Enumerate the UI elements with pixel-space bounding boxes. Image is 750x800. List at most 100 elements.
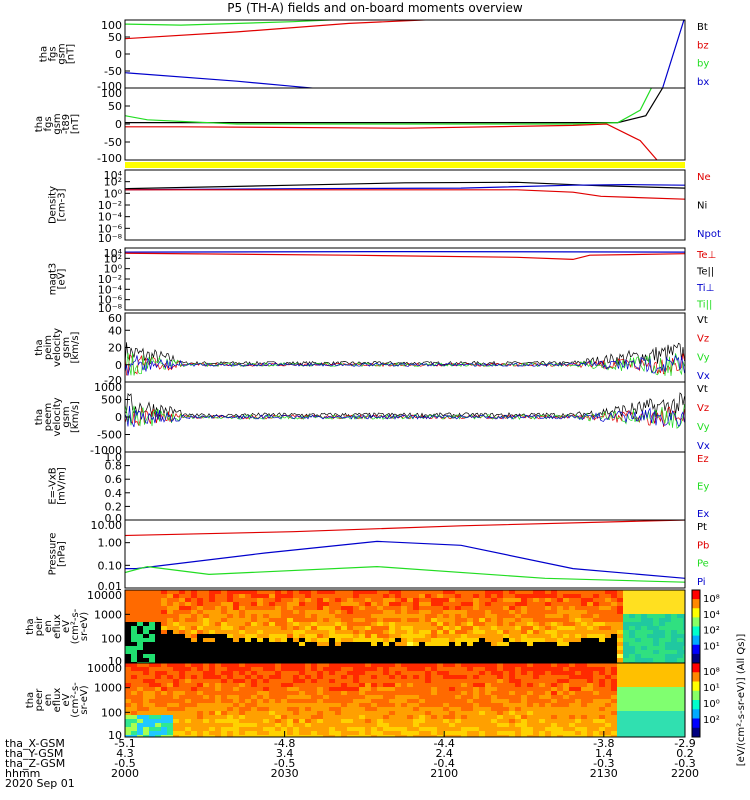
panel-density-series-Ni xyxy=(125,181,685,190)
x-row-2-value: -0.5 xyxy=(114,757,135,770)
x-row-label-2: tha_Z-GSM xyxy=(5,757,65,770)
panel-peem-legend-Vx: Vx xyxy=(697,441,710,452)
panel-fgs_dip-ylabel: [nT] xyxy=(70,114,81,134)
panel-peer-ytick: 100 xyxy=(101,706,122,719)
panel-temp-ytick: 10⁻⁶ xyxy=(98,294,123,307)
panel-peir-plot xyxy=(125,590,685,663)
panel-peer-ylabel: (cm²-s- xyxy=(70,682,81,718)
panel-peir-ylabel: sr-eV) xyxy=(79,612,90,641)
panel-pressure-legend-Pb: Pb xyxy=(697,540,709,551)
x-row-2-value: -0.4 xyxy=(433,757,454,770)
panel-temp-plot xyxy=(125,250,685,261)
panel-density-legend-Npot: Npot xyxy=(697,229,721,240)
panel-fgs-series-bz xyxy=(125,20,437,40)
colorbar-peer-band xyxy=(692,663,700,673)
x-row-0-value: -5.1 xyxy=(114,737,135,750)
panel-fgs-ytick: -100 xyxy=(97,80,122,93)
panel-temp-legend-Te||: Te|| xyxy=(696,266,714,277)
panel-temp-ytick: 10⁴ xyxy=(104,247,123,260)
panel-efield-legend-Ey: Ey xyxy=(697,482,709,493)
panel-temp-ytick: 10⁻² xyxy=(98,273,122,286)
panel-peir-ylabel: eV xyxy=(61,620,72,633)
panel-peer-plot xyxy=(125,663,685,737)
panel-fgs_dip-ylabel: fgs xyxy=(43,116,54,131)
panel-peer-frame xyxy=(124,662,686,738)
panel-efield-legend-Ez: Ez xyxy=(697,454,709,465)
panel-peir-ylabel: (cm²-s- xyxy=(70,608,81,644)
panel-peim-ytick: 40 xyxy=(108,324,122,337)
panel-pressure-series-Pb xyxy=(125,520,685,537)
panel-fgs_dip-ytick: -100 xyxy=(97,152,122,165)
panel-density-ytick: 10⁰ xyxy=(104,187,123,200)
panel-peir-ytick: 10 xyxy=(108,655,122,668)
panel-density-legend-Ne: Ne xyxy=(697,172,711,183)
panel-density-ylabel: [cm-3] xyxy=(57,188,68,221)
panel-fgs-ylabel: fgs xyxy=(48,46,59,61)
colorbar-peer-band xyxy=(692,690,700,701)
panel-temp-legend-Ti||: Ti|| xyxy=(696,299,712,310)
panel-peem-series-green xyxy=(125,403,685,429)
x-row-label-1: tha_Y-GSM xyxy=(5,747,63,760)
panel-peer-ytick: 1000 xyxy=(94,682,122,695)
panel-density-frame xyxy=(124,169,686,241)
panel-efield-ytick: 0.0 xyxy=(105,512,123,525)
x-row-1-value: 0.2 xyxy=(676,747,694,760)
panel-peim-legend-Vz: Vz xyxy=(697,334,709,345)
x-row-0-value: -3.8 xyxy=(593,737,614,750)
panel-fgs_dip-plot xyxy=(125,88,664,160)
panel-density-ytick: 10² xyxy=(104,176,122,189)
panel-fgs-legend-Bt: Bt xyxy=(697,22,708,33)
panel-pressure-series-Pi xyxy=(125,540,685,579)
panel-peem-ytick: 500 xyxy=(101,394,122,407)
panel-peir-ylabel: en xyxy=(43,620,54,633)
panel-peim-series-blue xyxy=(125,354,685,376)
panel-fgs-ylabel: tha xyxy=(39,46,50,62)
panel-pressure-ylabel: Pressure xyxy=(48,533,59,576)
colorbar-peer-band xyxy=(692,727,700,738)
x-row-1-value: 3.4 xyxy=(276,747,294,760)
panel-fgs-legend-by: by xyxy=(697,59,709,70)
panel-fgs_dip-ytick: 0 xyxy=(115,118,122,131)
panel-temp-ylabel: magt3 xyxy=(48,263,59,296)
x-row-label-0: tha_X-GSM xyxy=(5,737,65,750)
colorbar-peir-tick: 10² xyxy=(703,626,720,637)
panel-fgs_dip-series-bz xyxy=(125,123,658,160)
panel-pressure-legend-Pe: Pe xyxy=(697,559,709,570)
panel-fgs_dip-ylabel: tha xyxy=(34,116,45,132)
colorbar-peir-band xyxy=(692,590,700,600)
colorbar-peer-tick: 10⁰ xyxy=(703,699,720,710)
colorbar-label: [eV/(cm²-s-sr-eV)] (All Qs)] xyxy=(736,634,747,767)
panel-temp-ytick: 10² xyxy=(104,252,122,265)
colorbar-peer-band xyxy=(692,700,700,710)
x-date-label: 2020 Sep 01 xyxy=(5,777,75,790)
panel-fgs_dip-series-by xyxy=(125,88,652,125)
panel-fgs_dip-ytick: 100 xyxy=(101,87,122,100)
x-row-2-value: -0.5 xyxy=(274,757,295,770)
panel-density-ytick: 10⁴ xyxy=(104,169,123,182)
panel-efield-ytick: 0.8 xyxy=(105,460,123,473)
x-row-1-value: 2.4 xyxy=(435,747,453,760)
panel-peim-ytick: 20 xyxy=(108,342,122,355)
panel-peem-legend-Vy: Vy xyxy=(697,422,710,433)
panel-efield-ytick: 1.0 xyxy=(105,451,123,464)
panel-peim-ylabel: velocity xyxy=(52,328,63,367)
x-row-3-value: 2000 xyxy=(111,767,139,780)
panel-pressure-ytick: 0.01 xyxy=(98,580,123,593)
panel-fgs-ytick: 0 xyxy=(115,48,122,61)
colorbar-peir-tick: 10⁴ xyxy=(703,610,720,621)
panel-efield-frame xyxy=(124,451,686,521)
panel-peem-series-black xyxy=(125,392,685,418)
panel-pressure-series-Pe xyxy=(125,565,685,583)
panel-peir-ylabel: tha xyxy=(25,618,36,634)
chart-title: P5 (TH-A) fields and on-board moments ov… xyxy=(227,1,523,15)
colorbar-peer-frame xyxy=(691,662,701,738)
panel-peim-legend-Vt: Vt xyxy=(697,315,708,326)
panel-peir-ylabel: peir xyxy=(34,616,45,636)
panel-pressure-plot xyxy=(125,520,685,583)
x-row-3-value: 2130 xyxy=(590,767,618,780)
panel-fgs-ytick: 50 xyxy=(108,31,122,44)
colorbar-peir-band xyxy=(692,626,700,637)
panel-fgs-ytick: -50 xyxy=(104,65,122,78)
colorbar-peir-band xyxy=(692,653,700,664)
panel-temp-series-Ti xyxy=(125,250,685,253)
